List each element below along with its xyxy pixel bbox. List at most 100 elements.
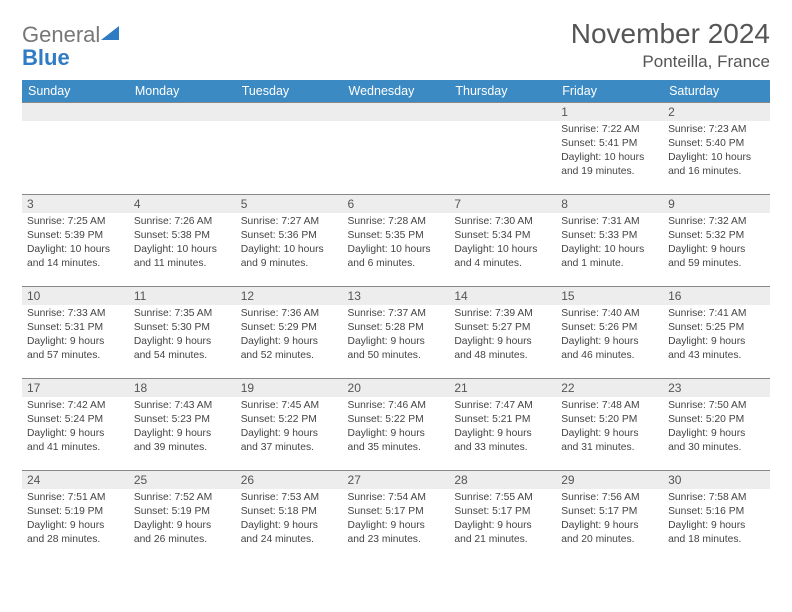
sunset-line: Sunset: 5:23 PM	[134, 413, 231, 427]
sunrise-line: Sunrise: 7:33 AM	[27, 307, 124, 321]
calendar-day-cell: 29Sunrise: 7:56 AMSunset: 5:17 PMDayligh…	[556, 471, 663, 563]
calendar-day-cell: 2Sunrise: 7:23 AMSunset: 5:40 PMDaylight…	[663, 103, 770, 195]
daylight-line: Daylight: 9 hours and 33 minutes.	[454, 427, 551, 455]
weekday-header: Sunday	[22, 80, 129, 103]
sunrise-line: Sunrise: 7:51 AM	[27, 491, 124, 505]
day-number: 10	[22, 287, 129, 305]
calendar-day-cell: 3Sunrise: 7:25 AMSunset: 5:39 PMDaylight…	[22, 195, 129, 287]
day-number: 9	[663, 195, 770, 213]
day-info: Sunrise: 7:26 AMSunset: 5:38 PMDaylight:…	[129, 213, 236, 275]
calendar-day-cell: 30Sunrise: 7:58 AMSunset: 5:16 PMDayligh…	[663, 471, 770, 563]
calendar-day-cell: 27Sunrise: 7:54 AMSunset: 5:17 PMDayligh…	[343, 471, 450, 563]
sunset-line: Sunset: 5:18 PM	[241, 505, 338, 519]
calendar-day-cell: 4Sunrise: 7:26 AMSunset: 5:38 PMDaylight…	[129, 195, 236, 287]
calendar-day-cell: 10Sunrise: 7:33 AMSunset: 5:31 PMDayligh…	[22, 287, 129, 379]
page-header: General Blue November 2024 Ponteilla, Fr…	[22, 18, 770, 72]
day-info: Sunrise: 7:27 AMSunset: 5:36 PMDaylight:…	[236, 213, 343, 275]
day-number: 3	[22, 195, 129, 213]
logo: General Blue	[22, 18, 121, 70]
day-info: Sunrise: 7:28 AMSunset: 5:35 PMDaylight:…	[343, 213, 450, 275]
day-number: 11	[129, 287, 236, 305]
sunrise-line: Sunrise: 7:26 AM	[134, 215, 231, 229]
day-number: 2	[663, 103, 770, 121]
daylight-line: Daylight: 10 hours and 1 minute.	[561, 243, 658, 271]
sunset-line: Sunset: 5:30 PM	[134, 321, 231, 335]
day-number	[22, 103, 129, 121]
day-number: 22	[556, 379, 663, 397]
sunrise-line: Sunrise: 7:35 AM	[134, 307, 231, 321]
sunset-line: Sunset: 5:24 PM	[27, 413, 124, 427]
day-info: Sunrise: 7:55 AMSunset: 5:17 PMDaylight:…	[449, 489, 556, 551]
calendar-week-row: 10Sunrise: 7:33 AMSunset: 5:31 PMDayligh…	[22, 287, 770, 379]
day-info: Sunrise: 7:45 AMSunset: 5:22 PMDaylight:…	[236, 397, 343, 459]
daylight-line: Daylight: 10 hours and 19 minutes.	[561, 151, 658, 179]
day-number: 12	[236, 287, 343, 305]
calendar-empty-cell	[129, 103, 236, 195]
daylight-line: Daylight: 9 hours and 24 minutes.	[241, 519, 338, 547]
calendar-day-cell: 1Sunrise: 7:22 AMSunset: 5:41 PMDaylight…	[556, 103, 663, 195]
daylight-line: Daylight: 9 hours and 50 minutes.	[348, 335, 445, 363]
calendar-day-cell: 19Sunrise: 7:45 AMSunset: 5:22 PMDayligh…	[236, 379, 343, 471]
sunrise-line: Sunrise: 7:43 AM	[134, 399, 231, 413]
sunrise-line: Sunrise: 7:41 AM	[668, 307, 765, 321]
day-number: 26	[236, 471, 343, 489]
day-number: 28	[449, 471, 556, 489]
daylight-line: Daylight: 9 hours and 21 minutes.	[454, 519, 551, 547]
logo-text-1: General	[22, 22, 100, 47]
calendar-day-cell: 25Sunrise: 7:52 AMSunset: 5:19 PMDayligh…	[129, 471, 236, 563]
day-number: 15	[556, 287, 663, 305]
day-number	[236, 103, 343, 121]
calendar-empty-cell	[236, 103, 343, 195]
day-number: 30	[663, 471, 770, 489]
sunrise-line: Sunrise: 7:50 AM	[668, 399, 765, 413]
weekday-header: Saturday	[663, 80, 770, 103]
day-info: Sunrise: 7:35 AMSunset: 5:30 PMDaylight:…	[129, 305, 236, 367]
calendar-day-cell: 7Sunrise: 7:30 AMSunset: 5:34 PMDaylight…	[449, 195, 556, 287]
weekday-header: Friday	[556, 80, 663, 103]
day-number: 4	[129, 195, 236, 213]
sunset-line: Sunset: 5:22 PM	[348, 413, 445, 427]
sunrise-line: Sunrise: 7:39 AM	[454, 307, 551, 321]
sunset-line: Sunset: 5:17 PM	[348, 505, 445, 519]
day-info: Sunrise: 7:56 AMSunset: 5:17 PMDaylight:…	[556, 489, 663, 551]
day-number	[129, 103, 236, 121]
calendar-day-cell: 5Sunrise: 7:27 AMSunset: 5:36 PMDaylight…	[236, 195, 343, 287]
day-number: 25	[129, 471, 236, 489]
day-info: Sunrise: 7:53 AMSunset: 5:18 PMDaylight:…	[236, 489, 343, 551]
day-number: 29	[556, 471, 663, 489]
day-number: 13	[343, 287, 450, 305]
sunset-line: Sunset: 5:16 PM	[668, 505, 765, 519]
calendar-table: SundayMondayTuesdayWednesdayThursdayFrid…	[22, 80, 770, 563]
daylight-line: Daylight: 9 hours and 46 minutes.	[561, 335, 658, 363]
weekday-header: Tuesday	[236, 80, 343, 103]
sunset-line: Sunset: 5:20 PM	[668, 413, 765, 427]
daylight-line: Daylight: 9 hours and 31 minutes.	[561, 427, 658, 455]
calendar-day-cell: 24Sunrise: 7:51 AMSunset: 5:19 PMDayligh…	[22, 471, 129, 563]
calendar-week-row: 17 Sunrise: 7:42 AMSunset: 5:24 PM Dayligh…	[22, 379, 770, 471]
day-number: 23	[663, 379, 770, 397]
sunset-line: Sunset: 5:39 PM	[27, 229, 124, 243]
sunrise-line: Sunrise: 7:23 AM	[668, 123, 765, 137]
day-info: Sunrise: 7:33 AMSunset: 5:31 PMDaylight:…	[22, 305, 129, 367]
calendar-week-row: 3Sunrise: 7:25 AMSunset: 5:39 PMDaylight…	[22, 195, 770, 287]
daylight-line: Daylight: 9 hours and 52 minutes.	[241, 335, 338, 363]
sunrise-line: Sunrise: 7:42 AM	[27, 399, 124, 413]
sunset-line: Sunset: 5:38 PM	[134, 229, 231, 243]
sunset-line: Sunset: 5:33 PM	[561, 229, 658, 243]
calendar-day-cell: 6Sunrise: 7:28 AMSunset: 5:35 PMDaylight…	[343, 195, 450, 287]
day-number: 21	[449, 379, 556, 397]
daylight-line: Daylight: 9 hours and 35 minutes.	[348, 427, 445, 455]
month-title: November 2024	[571, 18, 770, 50]
sunrise-line: Sunrise: 7:37 AM	[348, 307, 445, 321]
weekday-header: Thursday	[449, 80, 556, 103]
weekday-header-row: SundayMondayTuesdayWednesdayThursdayFrid…	[22, 80, 770, 103]
day-number: 24	[22, 471, 129, 489]
logo-text-2: Blue	[22, 45, 70, 70]
day-info: Sunrise: 7:43 AMSunset: 5:23 PMDaylight:…	[129, 397, 236, 459]
day-number: 27	[343, 471, 450, 489]
sunset-line: Sunset: 5:36 PM	[241, 229, 338, 243]
day-number: 17	[22, 379, 129, 397]
day-info: Sunrise: 7:37 AMSunset: 5:28 PMDaylight:…	[343, 305, 450, 367]
sunrise-line: Sunrise: 7:53 AM	[241, 491, 338, 505]
day-number: 6	[343, 195, 450, 213]
